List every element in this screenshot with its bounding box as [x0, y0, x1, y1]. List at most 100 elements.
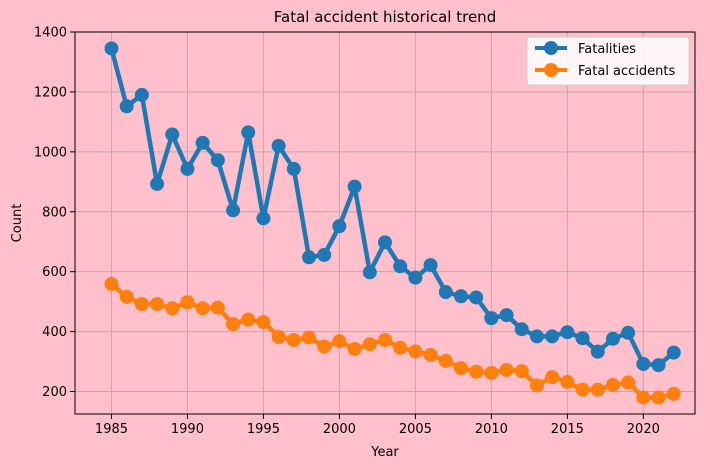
y-tick-label: 200 [42, 385, 67, 400]
x-tick-label: 1985 [95, 422, 128, 437]
data-point-fatal-accidents [271, 330, 286, 345]
y-axis-label: Count [10, 204, 25, 243]
data-point-fatalities [210, 153, 225, 168]
data-point-fatal-accidents [286, 332, 301, 347]
data-point-fatalities [575, 331, 590, 346]
data-point-fatal-accidents [545, 370, 560, 385]
y-tick-label: 600 [42, 265, 67, 280]
y-tick-label: 800 [42, 205, 67, 220]
y-tick-label: 1400 [34, 26, 67, 41]
data-point-fatal-accidents [180, 295, 195, 310]
data-point-fatalities [195, 135, 210, 150]
data-point-fatal-accidents [514, 364, 529, 379]
series-line-fatal-accidents [110, 282, 675, 400]
x-axis: 1985 1990 1995 2000 2005 2010 2015 2020 [95, 414, 660, 437]
data-point-fatal-accidents [347, 341, 362, 356]
series-fatal-accidents [104, 276, 681, 405]
data-point-fatalities [286, 161, 301, 176]
data-point-fatalities [241, 125, 256, 140]
data-point-fatalities [119, 99, 134, 114]
data-point-fatalities [545, 329, 560, 344]
data-point-fatal-accidents [302, 330, 317, 345]
data-point-fatalities [393, 259, 408, 274]
data-point-fatal-accidents [393, 340, 408, 355]
data-point-fatal-accidents [651, 390, 666, 405]
data-point-fatal-accidents [575, 382, 590, 397]
x-tick-label: 2005 [399, 422, 432, 437]
data-point-fatal-accidents [423, 347, 438, 362]
data-point-fatalities [317, 247, 332, 262]
data-point-fatal-accidents [453, 361, 468, 376]
data-point-fatal-accidents [332, 334, 347, 349]
x-tick-label: 2010 [475, 422, 508, 437]
data-point-fatal-accidents [241, 312, 256, 327]
legend-box [526, 36, 690, 86]
x-tick-label: 1995 [247, 422, 280, 437]
data-point-fatal-accidents [666, 386, 681, 401]
data-point-fatalities [347, 179, 362, 194]
x-tick-label: 2020 [627, 422, 660, 437]
data-point-fatalities [636, 356, 651, 371]
legend-marker-fatalities [544, 41, 558, 55]
legend-label-fatalities: Fatalities [578, 42, 636, 57]
data-point-fatalities [423, 258, 438, 273]
series-line-fatalities [109, 47, 676, 368]
data-point-fatalities [438, 285, 453, 300]
data-point-fatalities [560, 325, 575, 340]
series-fatalities [104, 41, 681, 373]
data-point-fatal-accidents [408, 344, 423, 359]
y-tick-label: 1000 [34, 145, 67, 160]
data-point-fatalities [499, 308, 514, 323]
data-point-fatal-accidents [438, 353, 453, 368]
data-point-fatalities [362, 265, 377, 280]
data-point-fatal-accidents [134, 297, 149, 312]
data-point-fatalities [529, 329, 544, 344]
data-point-fatalities [226, 203, 241, 218]
legend-marker-fatal-accidents [544, 63, 558, 77]
legend-label-fatal-accidents: Fatal accidents [578, 64, 676, 79]
x-tick-label: 2015 [551, 422, 584, 437]
chart-title: Fatal accident historical trend [274, 8, 496, 26]
data-point-fatalities [256, 211, 271, 226]
data-point-fatal-accidents [210, 300, 225, 315]
data-point-fatalities [666, 345, 681, 360]
data-point-fatalities [621, 325, 636, 340]
data-point-fatal-accidents [469, 364, 484, 379]
data-point-fatalities [104, 41, 119, 56]
series-layer [104, 41, 681, 405]
x-axis-label: Year [370, 445, 399, 460]
data-point-fatalities [150, 176, 165, 191]
data-point-fatal-accidents [378, 332, 392, 347]
data-point-fatal-accidents [256, 315, 271, 330]
data-point-fatal-accidents [484, 365, 499, 380]
data-point-fatal-accidents [605, 377, 620, 392]
data-point-fatalities [590, 344, 605, 359]
data-point-fatal-accidents [560, 374, 575, 389]
data-point-fatalities [302, 250, 317, 265]
data-point-fatalities [605, 331, 620, 346]
data-point-fatal-accidents [317, 339, 332, 354]
data-point-fatalities [271, 138, 286, 153]
data-point-fatalities [651, 358, 666, 373]
data-point-fatal-accidents [226, 317, 241, 332]
data-point-fatalities [408, 270, 423, 285]
data-point-fatal-accidents [104, 276, 119, 291]
data-point-fatalities [469, 290, 484, 305]
data-point-fatalities [484, 311, 499, 326]
data-point-fatal-accidents [590, 382, 605, 397]
y-tick-label: 1200 [34, 85, 67, 100]
grid [75, 31, 695, 414]
data-point-fatal-accidents [195, 301, 210, 316]
data-point-fatalities [134, 87, 149, 102]
data-point-fatal-accidents [499, 362, 514, 377]
data-point-fatalities [332, 219, 347, 234]
y-axis: 200 400 600 800 1000 1200 1400 [34, 26, 75, 400]
data-point-fatal-accidents [529, 378, 544, 393]
data-point-fatal-accidents [119, 289, 134, 304]
data-point-fatal-accidents [165, 301, 180, 316]
data-point-fatal-accidents [150, 297, 165, 312]
data-point-fatal-accidents [636, 390, 651, 405]
x-tick-label: 2000 [323, 422, 356, 437]
data-point-fatal-accidents [621, 375, 636, 390]
